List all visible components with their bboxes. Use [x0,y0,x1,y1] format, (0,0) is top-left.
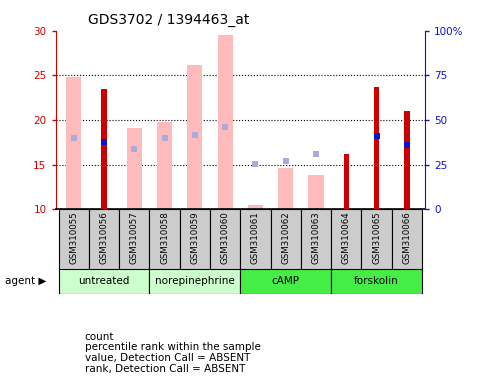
Bar [343,154,349,209]
Bar [270,209,301,269]
Text: norepinephrine: norepinephrine [155,276,235,286]
Text: cAMP: cAMP [272,276,300,286]
Bar [374,87,379,209]
Bar [278,168,293,209]
Bar [66,77,81,209]
Text: forskolin: forskolin [354,276,399,286]
Bar [89,209,119,269]
Bar [210,209,241,269]
Text: GSM310061: GSM310061 [251,212,260,264]
Bar [119,209,149,269]
Text: GSM310058: GSM310058 [160,212,169,264]
Text: GSM310063: GSM310063 [312,212,321,264]
Bar [157,122,172,209]
Text: GSM310060: GSM310060 [221,212,229,264]
Bar [58,269,149,294]
Text: agent ▶: agent ▶ [5,276,46,286]
Text: GSM310057: GSM310057 [130,212,139,264]
Text: GSM310059: GSM310059 [190,212,199,264]
Bar [241,269,331,294]
Bar [361,209,392,269]
Text: value, Detection Call = ABSENT: value, Detection Call = ABSENT [85,353,250,363]
Text: GSM310066: GSM310066 [402,212,412,264]
Bar [331,209,361,269]
Bar [331,269,422,294]
Bar [149,269,241,294]
Bar [101,89,107,209]
Text: percentile rank within the sample: percentile rank within the sample [85,342,260,352]
Bar [309,175,324,209]
Bar [58,209,89,269]
Text: count: count [85,331,114,341]
Text: GDS3702 / 1394463_at: GDS3702 / 1394463_at [88,13,250,27]
Text: untreated: untreated [78,276,130,286]
Bar [180,209,210,269]
Bar [248,205,263,209]
Bar [217,35,233,209]
Text: GSM310056: GSM310056 [99,212,109,264]
Bar [187,65,202,209]
Text: GSM310055: GSM310055 [69,212,78,264]
Text: rank, Detection Call = ABSENT: rank, Detection Call = ABSENT [85,364,245,374]
Bar [404,111,410,209]
Bar [127,128,142,209]
Text: GSM310062: GSM310062 [281,212,290,264]
Bar [301,209,331,269]
Bar [149,209,180,269]
Bar [241,209,270,269]
Bar [392,209,422,269]
Text: GSM310064: GSM310064 [342,212,351,264]
Text: GSM310065: GSM310065 [372,212,381,264]
